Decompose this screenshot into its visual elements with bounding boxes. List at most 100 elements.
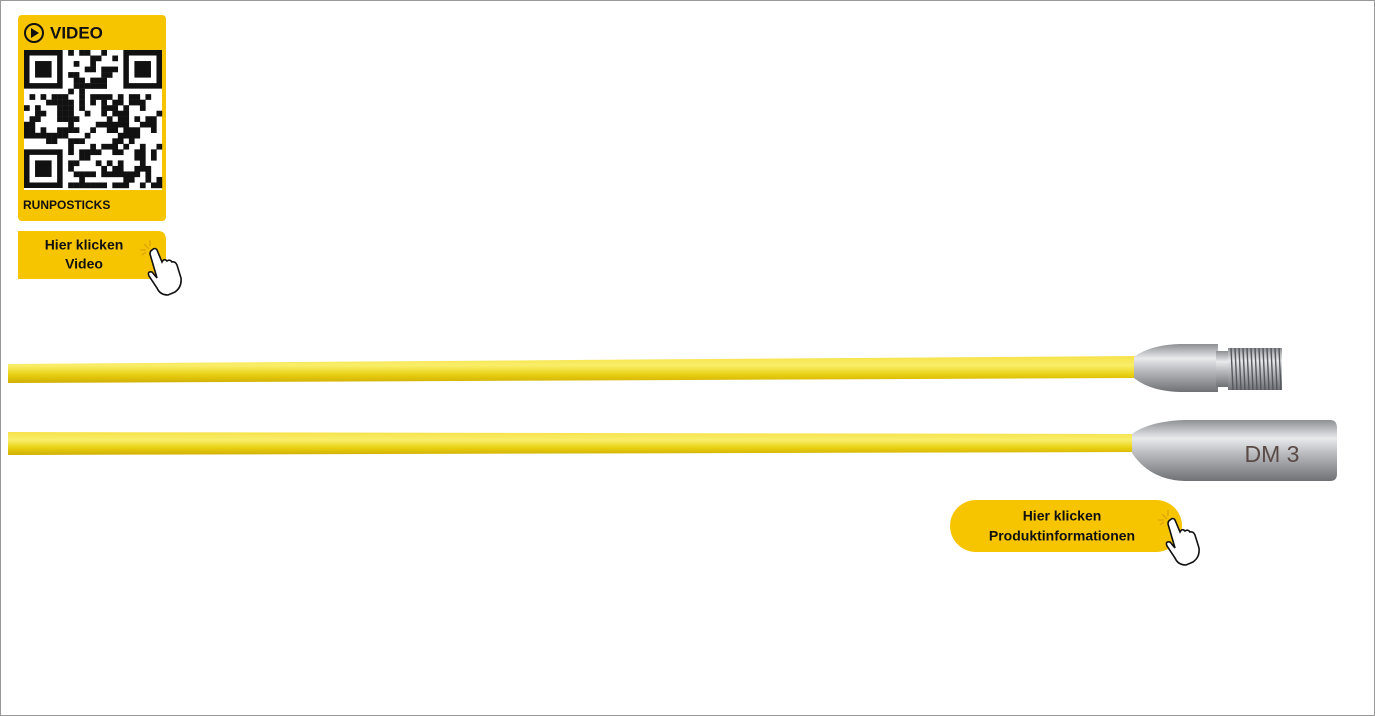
qr-module	[79, 138, 85, 144]
qr-module	[35, 111, 41, 117]
qr-module	[68, 149, 74, 155]
qr-module	[156, 182, 162, 188]
qr-module	[96, 149, 102, 155]
qr-module	[112, 122, 118, 128]
qr-module	[85, 50, 91, 56]
qr-module	[46, 133, 52, 139]
qr-module	[74, 83, 80, 89]
qr-module	[134, 155, 140, 161]
qr-module	[123, 111, 129, 117]
qr-module	[107, 171, 113, 177]
qr-module	[112, 144, 118, 150]
qr-module	[68, 160, 74, 166]
qr-module	[68, 144, 74, 150]
qr-module	[57, 116, 63, 122]
qr-module	[140, 100, 146, 106]
qr-module	[90, 182, 96, 188]
qr-module	[101, 122, 107, 128]
qr-module	[101, 72, 107, 78]
qr-module	[101, 94, 107, 100]
qr-module	[74, 116, 80, 122]
qr-module	[129, 127, 135, 133]
qr-module	[90, 83, 96, 89]
qr-module	[107, 72, 113, 78]
qr-module	[68, 127, 74, 133]
qr-module	[107, 94, 113, 100]
qr-module	[129, 133, 135, 139]
qr-module	[156, 144, 162, 150]
qr-module	[90, 171, 96, 177]
qr-module	[134, 133, 140, 139]
qr-module	[145, 166, 151, 172]
qr-module	[79, 94, 85, 100]
qr-module	[57, 127, 63, 133]
qr-module	[24, 122, 30, 128]
qr-module	[134, 149, 140, 155]
qr-module	[145, 171, 151, 177]
qr-module	[112, 149, 118, 155]
screen: VIDEO RUNPOSTICKS Hier klicken Video DM …	[0, 0, 1375, 716]
qr-card[interactable]: VIDEO RUNPOSTICKS	[18, 15, 166, 221]
qr-module	[30, 127, 36, 133]
qr-module	[112, 67, 118, 73]
qr-module	[101, 111, 107, 117]
qr-module	[35, 105, 41, 111]
rod	[8, 432, 1138, 455]
qr-module	[90, 100, 96, 106]
qr-module	[123, 171, 129, 177]
qr-module	[145, 94, 151, 100]
qr-module	[74, 138, 80, 144]
qr-module	[101, 171, 107, 177]
qr-module	[112, 127, 118, 133]
qr-module	[63, 105, 69, 111]
qr-module	[74, 61, 80, 67]
qr-module	[145, 116, 151, 122]
qr-module	[134, 61, 151, 78]
qr-module	[35, 160, 52, 177]
qr-module	[101, 144, 107, 150]
qr-module	[129, 100, 135, 106]
qr-module	[24, 133, 30, 139]
qr-module	[63, 111, 69, 117]
qr-module	[74, 78, 80, 84]
qr-module	[123, 177, 129, 183]
qr-module	[118, 116, 124, 122]
qr-module	[129, 177, 135, 183]
qr-module	[140, 155, 146, 161]
qr-module	[35, 133, 41, 139]
qr-module	[112, 166, 118, 172]
qr-module	[107, 144, 113, 150]
qr-module	[101, 50, 107, 56]
qr-module	[85, 182, 91, 188]
qr-module	[79, 50, 85, 56]
qr-module	[123, 144, 129, 150]
qr-module	[107, 127, 113, 133]
qr-module	[107, 67, 113, 73]
qr-module	[52, 138, 58, 144]
qr-module	[118, 122, 124, 128]
qr-module	[79, 155, 85, 161]
qr-module	[112, 138, 118, 144]
qr-module	[90, 94, 96, 100]
qr-module	[101, 166, 107, 172]
qr-module	[68, 50, 74, 56]
qr-module	[68, 116, 74, 122]
qr-module	[140, 160, 146, 166]
qr-module	[151, 155, 157, 161]
qr-module	[52, 133, 58, 139]
qr-module	[134, 100, 140, 106]
qr-module	[140, 122, 146, 128]
qr-module	[79, 182, 85, 188]
qr-module	[107, 122, 113, 128]
qr-module	[118, 171, 124, 177]
qr-module	[90, 67, 96, 73]
qr-module	[57, 111, 63, 117]
qr-module	[74, 127, 80, 133]
qr-module	[140, 149, 146, 155]
qr-module	[74, 160, 80, 166]
qr-module	[90, 78, 96, 84]
qr-module	[63, 94, 69, 100]
qr-module	[79, 100, 85, 106]
qr-module	[129, 138, 135, 144]
qr-module	[140, 182, 146, 188]
